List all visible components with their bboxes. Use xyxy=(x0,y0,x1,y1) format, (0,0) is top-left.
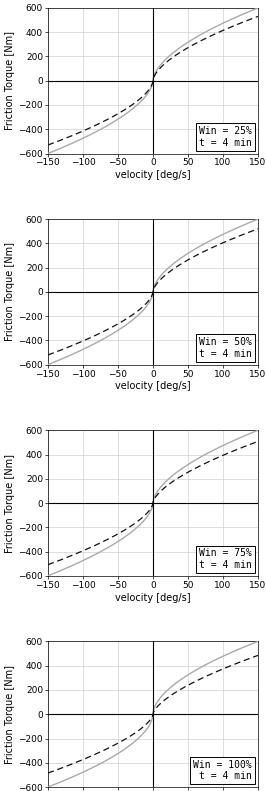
Y-axis label: Friction Torque [Nm]: Friction Torque [Nm] xyxy=(6,453,15,553)
X-axis label: velocity [deg/s]: velocity [deg/s] xyxy=(115,381,191,392)
Text: Win = 25%
t = 4 min: Win = 25% t = 4 min xyxy=(199,126,252,148)
Text: Win = 75%
t = 4 min: Win = 75% t = 4 min xyxy=(199,548,252,570)
Y-axis label: Friction Torque [Nm]: Friction Torque [Nm] xyxy=(6,31,15,131)
Y-axis label: Friction Torque [Nm]: Friction Torque [Nm] xyxy=(6,242,15,342)
Text: Win = 50%
t = 4 min: Win = 50% t = 4 min xyxy=(199,337,252,359)
Y-axis label: Friction Torque [Nm]: Friction Torque [Nm] xyxy=(6,664,15,764)
Text: Win = 100%
t = 4 min: Win = 100% t = 4 min xyxy=(193,759,252,782)
X-axis label: velocity [deg/s]: velocity [deg/s] xyxy=(115,170,191,180)
X-axis label: velocity [deg/s]: velocity [deg/s] xyxy=(115,592,191,603)
